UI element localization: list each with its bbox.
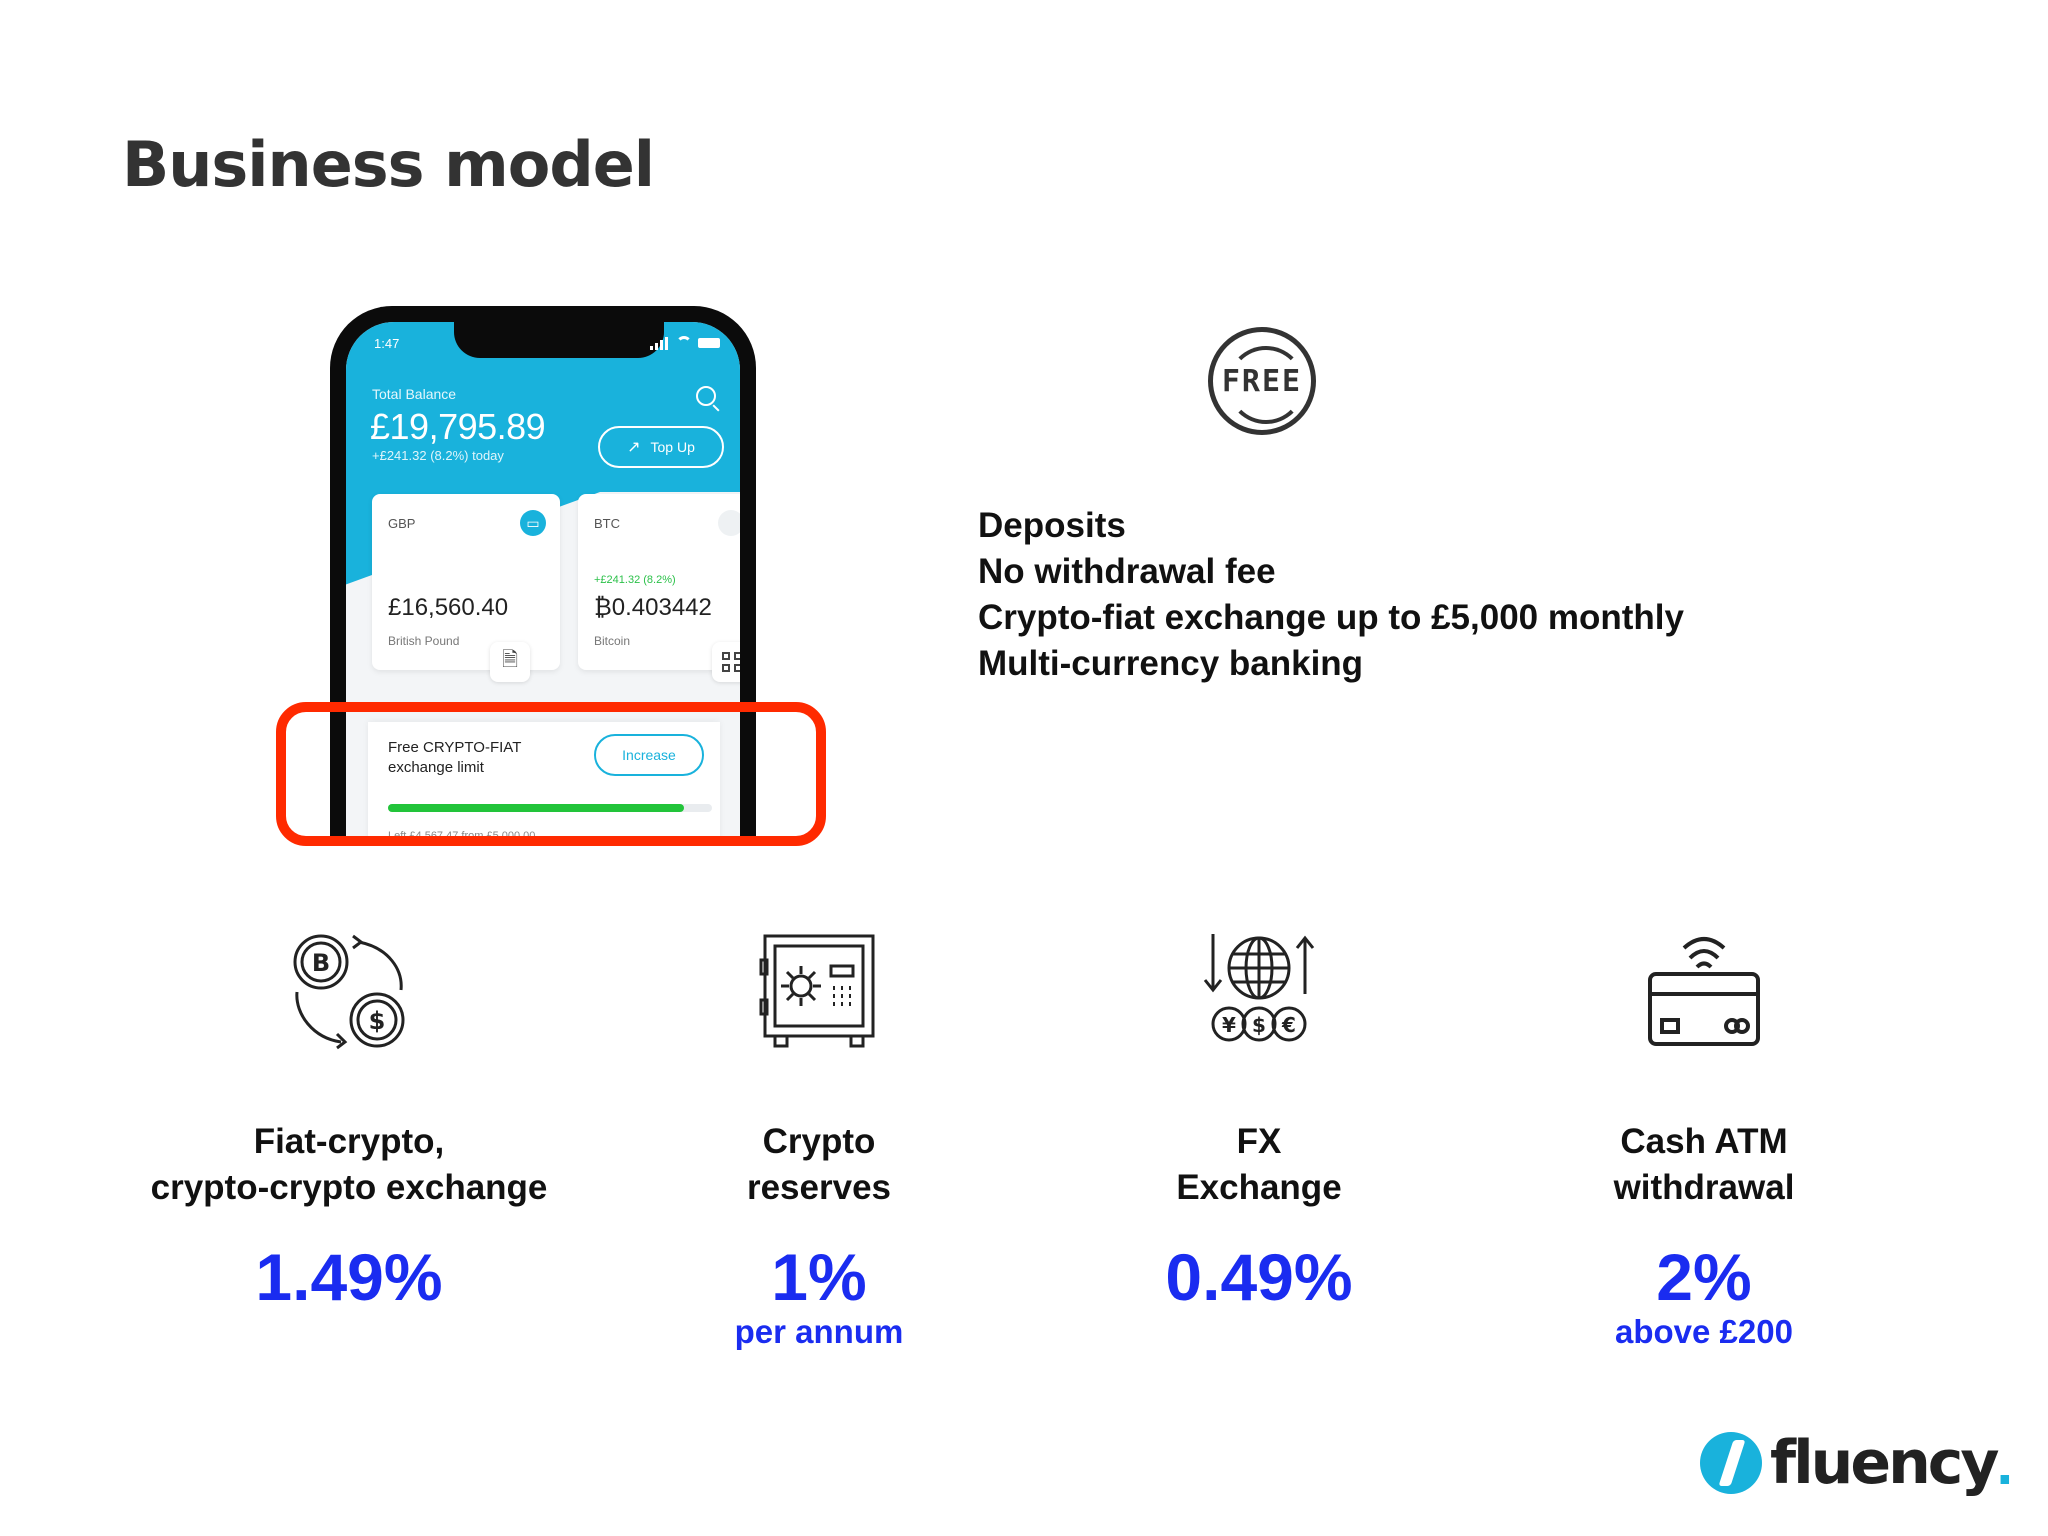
column-title-line: Crypto — [762, 1122, 876, 1161]
currency-name: Bitcoin — [594, 634, 631, 648]
slide-title: Business model — [122, 128, 655, 201]
limit-title: Free CRYPTO-FIAT exchange limit — [388, 739, 522, 776]
limit-progress-bar — [388, 804, 712, 812]
feature-item: Multi-currency banking — [978, 644, 1364, 683]
column-title-line: FX — [1236, 1122, 1282, 1161]
logo-text: fluency — [1770, 1428, 1999, 1498]
feature-item: Crypto-fiat exchange up to £5,000 monthl… — [978, 598, 1684, 637]
revenue-column-fx: ¥ $ € FX Exchange 0.49% — [1019, 930, 1499, 1313]
total-balance-label: Total Balance — [372, 386, 457, 402]
fluency-logo-mark-icon — [1700, 1432, 1762, 1494]
status-icons — [650, 336, 720, 350]
balance-delta: +£241.32 (8.2%) today — [372, 448, 504, 463]
svg-text:B: B — [312, 949, 330, 977]
increase-button[interactable]: Increase — [594, 734, 704, 776]
revenue-column-reserves: Crypto reserves 1% per annum — [579, 930, 1059, 1351]
exchange-limit-card: Free CRYPTO-FIAT exchange limit Increase… — [368, 722, 720, 846]
card-icon — [718, 510, 740, 536]
currency-name: British Pound — [388, 634, 460, 648]
features-list: Deposits No withdrawal fee Crypto-fiat e… — [978, 503, 1684, 687]
svg-text:¥: ¥ — [1222, 1013, 1236, 1037]
column-title-line: Exchange — [1176, 1168, 1342, 1207]
status-time: 1:47 — [374, 336, 400, 351]
free-badge-icon: FREE — [1208, 327, 1316, 435]
crypto-exchange-icon: B $ — [293, 934, 405, 1050]
currency-change: +£241.32 (8.2%) — [594, 574, 676, 586]
column-title: Fiat-crypto, crypto-crypto exchange — [109, 1119, 589, 1211]
highlight-box — [276, 702, 826, 846]
feature-item: No withdrawal fee — [978, 552, 1276, 591]
currency-amount: £16,560.40 — [388, 594, 509, 621]
phone-notch — [454, 322, 664, 358]
column-value: 0.49% — [1165, 1240, 1353, 1314]
column-title-line: reserves — [746, 1168, 892, 1207]
column-subtext: per annum — [734, 1313, 904, 1350]
svg-text:€: € — [1281, 1013, 1296, 1037]
contactless-card-icon — [1648, 937, 1760, 1046]
battery-icon — [698, 338, 720, 348]
column-title: FX Exchange — [1019, 1119, 1499, 1211]
total-balance-amount: £19,795.89 — [370, 406, 546, 447]
column-title: Crypto reserves — [579, 1119, 1059, 1211]
feature-item: Deposits — [978, 506, 1126, 545]
currency-code: BTC — [594, 516, 620, 531]
globe-currency-icon: ¥ $ € — [1203, 934, 1315, 1042]
revenue-column-atm: Cash ATM withdrawal 2% above £200 — [1464, 930, 1944, 1351]
document-icon[interactable]: 🗎 — [490, 642, 530, 682]
column-value: 1% — [771, 1240, 867, 1314]
limit-progress-fill — [388, 804, 684, 812]
currency-card-gbp[interactable]: GBP ▭ £16,560.40 British Pound 🗎 — [372, 494, 560, 682]
free-badge-text: FREE — [1217, 363, 1307, 399]
revenue-column-exchange: B $ Fiat-crypto, crypto-crypto exchange … — [109, 930, 589, 1313]
wifi-icon — [676, 336, 692, 352]
currency-amount: ₿0.403442 — [594, 594, 712, 621]
fluency-logo: fluency . — [1700, 1427, 2013, 1499]
svg-text:$: $ — [369, 1007, 386, 1035]
card-icon: ▭ — [520, 510, 546, 536]
currency-card-btc[interactable]: BTC +£241.32 (8.2%) ₿0.403442 Bitcoin — [578, 494, 740, 682]
phone-mockup: 1:47 Total Balance £19,795.89 +£241.32 (… — [276, 300, 836, 860]
column-value: 2% — [1656, 1240, 1752, 1314]
svg-text:$: $ — [1252, 1013, 1266, 1037]
column-value: 1.49% — [255, 1240, 443, 1314]
column-title-line: Cash ATM — [1620, 1122, 1788, 1161]
column-subtext: above £200 — [1615, 1313, 1793, 1350]
column-title-line: withdrawal — [1613, 1168, 1795, 1207]
column-title-line: Fiat-crypto, — [253, 1122, 445, 1161]
phone-screen: 1:47 Total Balance £19,795.89 +£241.32 (… — [346, 322, 740, 846]
top-up-button[interactable]: ↗ Top Up — [598, 426, 724, 468]
arrow-up-right-icon: ↗ — [627, 439, 641, 456]
logo-dot: . — [1996, 1429, 2014, 1497]
search-icon[interactable] — [696, 386, 716, 406]
qr-code-icon[interactable] — [712, 642, 740, 682]
top-up-label: Top Up — [650, 439, 695, 455]
column-title-line: crypto-crypto exchange — [150, 1168, 548, 1207]
column-title: Cash ATM withdrawal — [1464, 1119, 1944, 1211]
currency-code: GBP — [388, 516, 416, 531]
safe-icon — [759, 934, 875, 1048]
